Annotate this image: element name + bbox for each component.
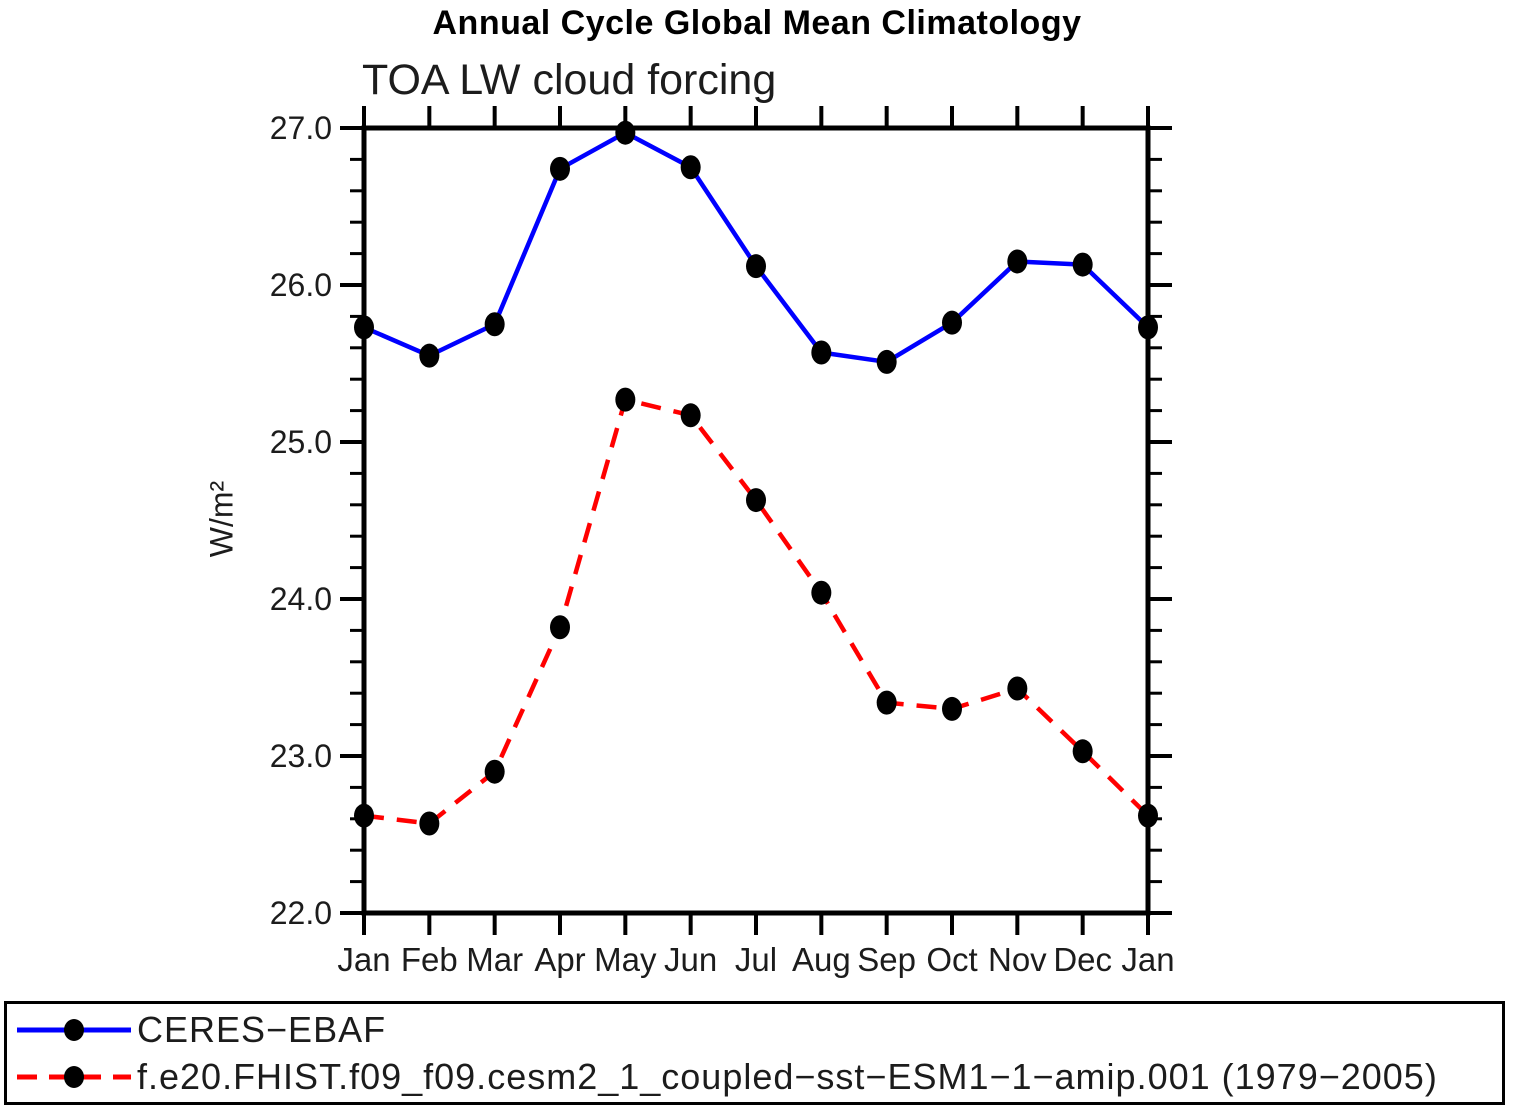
data-point	[550, 615, 570, 640]
x-tick-label: Mar	[466, 941, 523, 978]
series-line-model	[363, 397, 1150, 826]
data-point	[419, 811, 440, 836]
legend-marker-icon	[64, 1018, 84, 1041]
data-point	[354, 803, 374, 828]
legend-row-ceres: CERES−EBAF	[7, 1006, 1502, 1053]
x-tick-label: Feb	[401, 941, 458, 978]
data-point	[550, 156, 570, 181]
data-point	[680, 403, 701, 428]
legend-label-model: f.e20.FHIST.f09_f09.cesm2_1_coupled−sst−…	[137, 1055, 1438, 1097]
y-tick-label: 23.0	[270, 738, 332, 774]
chart-subtitle: TOA LW cloud forcing	[362, 56, 777, 104]
x-tick-label: Dec	[1053, 941, 1112, 978]
x-tick-label: Oct	[926, 941, 977, 978]
x-tick-label: Aug	[792, 941, 851, 978]
x-tick-label: Sep	[857, 941, 916, 978]
data-point	[354, 315, 374, 340]
y-tick-label: 26.0	[270, 267, 332, 303]
y-tick-label: 24.0	[270, 581, 332, 617]
data-point	[1007, 249, 1028, 274]
data-point	[419, 343, 440, 368]
data-point	[1138, 803, 1158, 828]
x-tick-label: Jan	[1121, 941, 1174, 978]
data-point	[811, 340, 832, 365]
y-tick-label: 22.0	[270, 895, 332, 931]
legend-line-sample-model	[17, 1065, 131, 1088]
data-point	[484, 312, 505, 337]
chart-title: Annual Cycle Global Mean Climatology	[432, 4, 1082, 42]
x-tick-label: Apr	[534, 941, 585, 978]
data-point	[876, 349, 897, 374]
data-point	[1138, 315, 1158, 340]
legend-label-ceres: CERES−EBAF	[137, 1008, 387, 1050]
y-tick-label: 27.0	[270, 110, 332, 146]
x-tick-label: Jun	[664, 941, 717, 978]
data-point	[484, 759, 505, 784]
x-tick-label: Jan	[337, 941, 390, 978]
x-tick-label: Nov	[988, 941, 1047, 978]
data-point	[680, 155, 701, 180]
data-point	[942, 696, 962, 721]
data-point	[746, 254, 766, 279]
series-line-ceres	[363, 130, 1150, 365]
x-tick-label: Jul	[735, 941, 777, 978]
data-point	[942, 310, 962, 335]
legend-marker-icon	[64, 1065, 84, 1088]
legend-line-sample-ceres	[17, 1018, 131, 1041]
data-point	[1007, 676, 1028, 701]
data-point	[615, 120, 636, 145]
data-point	[811, 580, 832, 605]
data-point	[876, 690, 897, 715]
data-point	[1072, 739, 1093, 764]
x-tick-label: May	[594, 941, 657, 978]
plot-frame	[361, 125, 1151, 916]
data-point	[746, 488, 766, 513]
legend-row-model: f.e20.FHIST.f09_f09.cesm2_1_coupled−sst−…	[7, 1053, 1502, 1100]
data-point	[615, 387, 636, 412]
data-point	[1072, 252, 1093, 277]
y-tick-label: 25.0	[270, 424, 332, 460]
legend: CERES−EBAF f.e20.FHIST.f09_f09.cesm2_1_c…	[4, 1001, 1505, 1105]
